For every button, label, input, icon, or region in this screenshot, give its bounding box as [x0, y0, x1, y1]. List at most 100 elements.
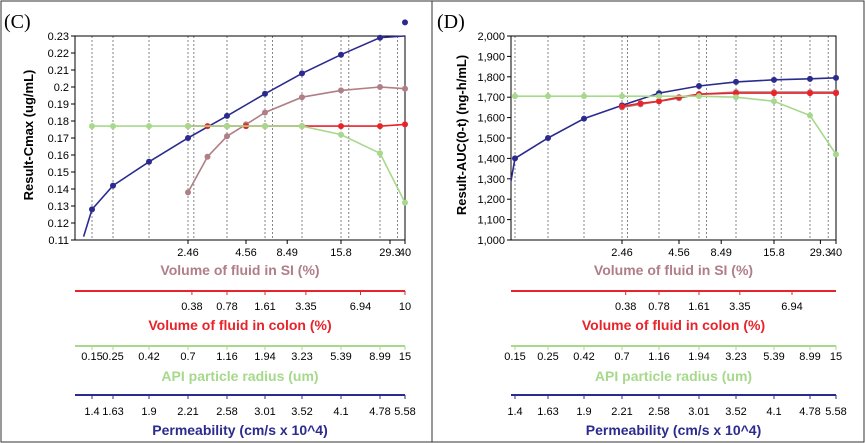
- panel-d: (D) Result-AUC(0-t) (ng-h/mL) 1,000 1,100…: [437, 11, 847, 438]
- data-point-si: [377, 84, 383, 90]
- x-tick-label: 3.52: [725, 406, 746, 418]
- data-point-perm: [377, 34, 383, 41]
- data-point-perm: [110, 182, 116, 189]
- y-tick-label: 0.23: [48, 31, 69, 43]
- data-point-radius: [338, 131, 344, 138]
- data-point-perm: [146, 158, 152, 165]
- panel-label-d: (D): [437, 11, 465, 33]
- x-tick-label: 1.9: [141, 406, 156, 418]
- x-tick-label: 5.39: [330, 351, 351, 363]
- x-tick-label: 29.3: [379, 247, 400, 259]
- y-axis-ticks: 0.11 0.12 0.13 0.14 0.15 0.16 0.17 0.18 0.19 0.2 0…: [48, 31, 75, 247]
- data-point-colon: [807, 90, 813, 97]
- data-point-perm: [185, 135, 191, 141]
- x-tick-label: 2.21: [177, 406, 198, 418]
- x-tick-label: 40: [399, 247, 411, 259]
- data-point-radius: [89, 123, 95, 130]
- x-axis-label-radius: API particle radius (um): [161, 368, 318, 384]
- y-axis-ticks: 1,000 1,100 1,200 1,300 1,400 1,500 1,600 1,700…: [477, 31, 511, 247]
- data-point-radius: [545, 93, 551, 100]
- x-tick-label: 2.46: [611, 247, 632, 259]
- x-tick-label: 1.16: [648, 351, 669, 363]
- data-point-si: [204, 153, 211, 160]
- x-tick-label: 0.38: [181, 301, 202, 313]
- x-tick-label: 6.94: [350, 301, 371, 313]
- x-tick-label: 1.63: [537, 406, 558, 418]
- x-axis-label-perm: Permeability (cm/s x 10^4): [586, 422, 762, 438]
- data-point-radius: [696, 93, 702, 100]
- data-point-radius: [262, 123, 268, 130]
- gridlines: [514, 36, 829, 240]
- x-tick-label: 4.56: [668, 247, 689, 259]
- data-point-radius: [833, 151, 839, 158]
- series-line-radius: [92, 125, 406, 203]
- y-tick-label: 1,900: [477, 51, 505, 63]
- y-tick-label: 0.2: [54, 82, 69, 94]
- data-point-perm: [545, 135, 551, 141]
- x-tick-label: 0.78: [648, 301, 669, 313]
- x-tick-label: 1.94: [254, 351, 275, 363]
- y-tick-label: 0.22: [48, 48, 69, 60]
- x-tick-label: 3.23: [291, 351, 312, 363]
- data-point-colon: [676, 94, 682, 101]
- x-axis-label-radius: API particle radius (um): [595, 368, 752, 384]
- data-point-perm: [402, 19, 408, 26]
- x-tick-label: 8.49: [710, 247, 731, 259]
- x-tick-label: 1.61: [254, 301, 275, 313]
- x-tick-label: 0.15: [81, 351, 102, 363]
- y-tick-label: 0.11: [48, 235, 69, 247]
- x-tick-label: 3.01: [254, 406, 275, 418]
- x-tick-label: 3.01: [688, 406, 709, 418]
- x-tick-label: 15: [399, 351, 411, 363]
- x-tick-label: 5.58: [825, 406, 846, 418]
- data-point-perm: [338, 51, 344, 58]
- data-point-colon: [619, 103, 625, 110]
- x-tick-label: 0.15: [504, 351, 525, 363]
- x-tick-label: 6.94: [781, 301, 802, 313]
- y-tick-label: 1,400: [477, 153, 505, 165]
- x-tick-label: 3.35: [295, 301, 316, 313]
- data-point-colon: [377, 123, 383, 130]
- y-axis-label: Result-AUC(0-t) (ng-h/mL): [454, 55, 469, 215]
- x-tick-label: 3.23: [725, 351, 746, 363]
- data-point-radius: [619, 93, 625, 100]
- data-point-radius: [299, 123, 305, 130]
- data-point-radius: [402, 199, 408, 206]
- data-point-perm: [89, 206, 95, 213]
- x-axis-label-colon: Volume of fluid in colon (%): [148, 317, 331, 333]
- x-tick-label: 29.3: [810, 247, 831, 259]
- y-tick-label: 0.12: [48, 218, 69, 230]
- x-tick-label: 1.4: [84, 406, 99, 418]
- y-tick-label: 1,800: [477, 72, 505, 84]
- x-tick-label: 15.8: [763, 247, 784, 259]
- series-layer: [82, 19, 408, 237]
- y-tick-label: 0.21: [48, 65, 69, 77]
- x-tick-label: 1.9: [576, 406, 591, 418]
- data-point-si: [262, 109, 268, 116]
- y-tick-label: 0.13: [48, 201, 69, 213]
- y-tick-label: 0.19: [48, 99, 69, 111]
- x-tick-label: 15.8: [330, 247, 351, 259]
- x-tick-label: 5.58: [394, 406, 415, 418]
- x-tick-label: 0.7: [614, 351, 629, 363]
- data-point-colon: [402, 121, 408, 128]
- y-tick-label: 1,300: [477, 174, 505, 186]
- y-tick-label: 1,600: [477, 113, 505, 125]
- data-point-perm: [512, 155, 518, 162]
- data-point-radius: [581, 93, 587, 100]
- x-tick-label: 2.58: [216, 406, 237, 418]
- data-point-perm: [262, 90, 268, 97]
- data-point-radius: [224, 123, 230, 130]
- x-tick-label: 1.94: [688, 351, 709, 363]
- x-tick-label: 3.35: [729, 301, 750, 313]
- data-point-radius: [377, 150, 383, 157]
- x-tick-label: 2.21: [611, 406, 632, 418]
- x-tick-label: 8.99: [369, 351, 390, 363]
- x-tick-label: 8.49: [276, 247, 297, 259]
- series-line-radius: [515, 95, 837, 155]
- data-point-radius: [110, 123, 116, 130]
- y-tick-label: 1,700: [477, 92, 505, 104]
- y-tick-label: 1,200: [477, 194, 505, 206]
- data-point-si: [185, 189, 191, 196]
